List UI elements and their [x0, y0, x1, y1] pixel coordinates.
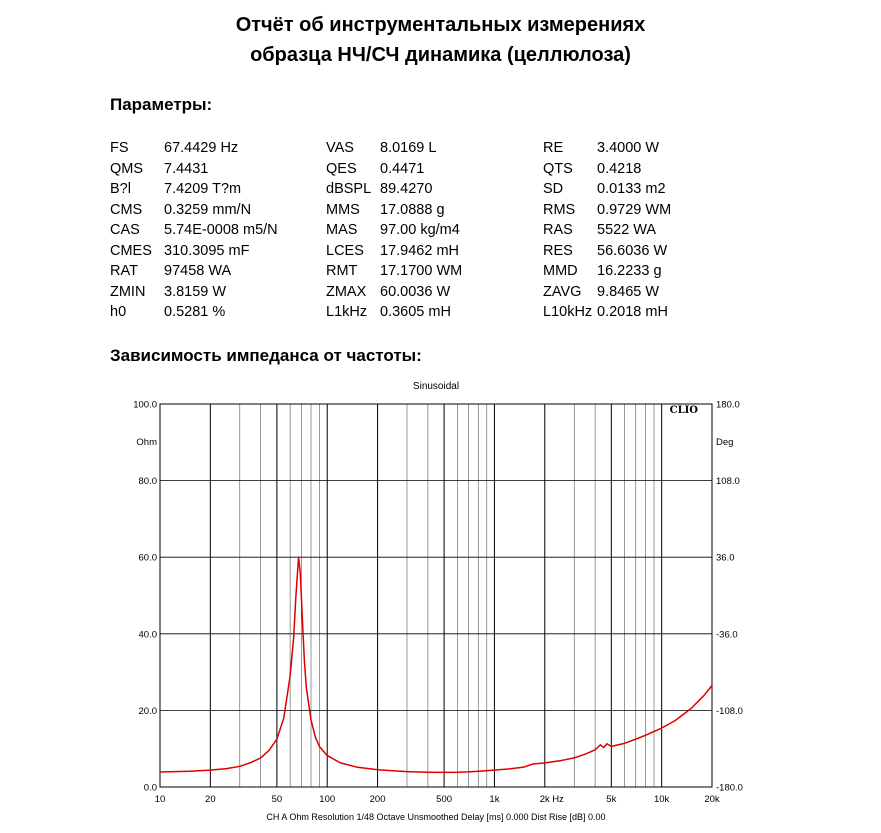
param-name: dBSPL — [326, 181, 372, 197]
y-axis-unit: Ohm — [136, 437, 157, 448]
param-value: 89.4270 — [380, 181, 433, 197]
param-value: 97.00 kg/m4 — [380, 222, 460, 238]
param-name: RES — [543, 242, 573, 259]
param-value: 0.3259 mm/N — [164, 201, 252, 218]
param-name: L1kHz — [326, 304, 368, 320]
clio-brand: CLIO — [670, 405, 699, 416]
param-name: ZAVG — [543, 283, 582, 300]
x-tick-label: 1k — [489, 794, 499, 805]
param-value: 16.2233 g — [597, 263, 662, 279]
x-axis-unit: Hz — [552, 794, 564, 805]
param-value: 56.6036 W — [597, 242, 668, 259]
x-tick-label: 10k — [654, 794, 670, 805]
report-title-line1: Отчёт об инструментальных измерениях — [235, 14, 646, 36]
param-value: 0.9729 WM — [597, 201, 672, 218]
report-title: Отчёт об инструментальных измерениях обр… — [0, 10, 881, 70]
param-value: 60.0036 W — [380, 283, 451, 300]
param-value: 0.3605 mH — [380, 304, 451, 320]
param-value: 97458 WA — [164, 263, 232, 279]
param-name: MAS — [326, 222, 358, 238]
y2-tick-label: -180.0 — [716, 783, 743, 794]
param-name: RAS — [543, 222, 573, 238]
param-name: B?l — [110, 181, 131, 197]
param-name: FS — [110, 140, 129, 156]
impedance-chart: 0.0 20.0 40.0 60.0 80.0 100.0 -180.0 -108.0 -36.… — [133, 381, 743, 822]
param-value: 3.4000 W — [597, 140, 660, 156]
param-name: MMS — [326, 201, 360, 218]
param-value: 5522 WA — [597, 222, 657, 238]
param-value: 9.8465 W — [597, 283, 660, 300]
x-tick-label: 10 — [155, 794, 166, 805]
x-tick-label: 100 — [319, 794, 335, 805]
y2-tick-label: 108.0 — [716, 476, 740, 487]
param-value: 0.0133 m2 — [597, 181, 666, 197]
param-value: 8.0169 L — [380, 140, 437, 156]
y2-tick-label: 180.0 — [716, 400, 740, 411]
chart-grid — [160, 404, 712, 787]
param-name: QTS — [543, 160, 573, 177]
params-heading: Параметры: — [110, 95, 213, 114]
param-name: LCES — [326, 242, 364, 259]
y-tick-label: 20.0 — [139, 706, 158, 717]
param-name: SD — [543, 181, 564, 197]
report-title-line2: образца НЧ/СЧ динамика (целлюлоза) — [250, 44, 631, 66]
y2-tick-label: 36.0 — [716, 553, 735, 564]
param-value: 17.1700 WM — [380, 263, 463, 279]
chart-footer: CH A Ohm Resolution 1/48 Octave Unsmooth… — [266, 812, 605, 822]
plot-frame — [159, 403, 713, 788]
x-tick-label: 5k — [606, 794, 616, 805]
param-name: MMD — [543, 263, 578, 279]
param-value: 0.2018 mH — [597, 304, 668, 320]
x-tick-label: 500 — [436, 794, 452, 805]
param-name: RE — [543, 140, 564, 156]
param-name: ZMIN — [110, 283, 146, 300]
y2-tick-label: -108.0 — [716, 706, 743, 717]
param-name: CMES — [110, 242, 152, 259]
param-name: RMS — [543, 201, 576, 218]
impedance-curve — [159, 556, 713, 774]
param-value: 0.4218 — [597, 160, 642, 177]
y-tick-label: 40.0 — [139, 629, 158, 640]
x-tick-label: 50 — [272, 794, 283, 805]
param-name: L10kHz — [543, 304, 593, 320]
param-value: 7.4209 T?m — [164, 181, 242, 197]
y-tick-label: 100.0 — [133, 400, 157, 411]
x-tick-label: 20k — [704, 794, 720, 805]
x-tick-label: 20 — [205, 794, 216, 805]
chart-axes: 0.0 20.0 40.0 60.0 80.0 100.0 -180.0 -108.0 -36.… — [133, 400, 743, 806]
param-name: RAT — [110, 263, 138, 279]
param-name: h0 — [110, 304, 127, 320]
param-value: 0.4471 — [380, 160, 425, 177]
y-tick-label: 80.0 — [139, 476, 158, 487]
param-value: 0.5281 % — [164, 304, 226, 320]
param-name: ZMAX — [326, 283, 367, 300]
param-value: 310.3095 mF — [164, 242, 250, 259]
x-tick-label: 2k — [540, 794, 550, 805]
param-value: 3.8159 W — [164, 283, 227, 300]
param-name: QES — [326, 160, 357, 177]
y2-tick-label: -36.0 — [716, 629, 738, 640]
param-value: 7.4431 — [164, 160, 209, 177]
param-name: CMS — [110, 201, 143, 218]
y-tick-label: 0.0 — [144, 783, 157, 794]
chart-heading: Зависимость импеданса от частоты: — [110, 346, 422, 365]
param-value: 17.0888 g — [380, 201, 445, 218]
y-tick-label: 60.0 — [139, 553, 158, 564]
chart-title: Sinusoidal — [413, 381, 459, 392]
x-tick-label: 200 — [370, 794, 386, 805]
param-value: 5.74E-0008 m5/N — [164, 222, 278, 238]
param-name: QMS — [110, 160, 144, 177]
param-value: 17.9462 mH — [380, 242, 459, 259]
y2-axis-unit: Deg — [716, 437, 733, 448]
param-name: VAS — [326, 140, 354, 156]
param-name: RMT — [326, 263, 358, 279]
param-value: 67.4429 Hz — [164, 140, 239, 156]
param-name: CAS — [110, 222, 140, 238]
